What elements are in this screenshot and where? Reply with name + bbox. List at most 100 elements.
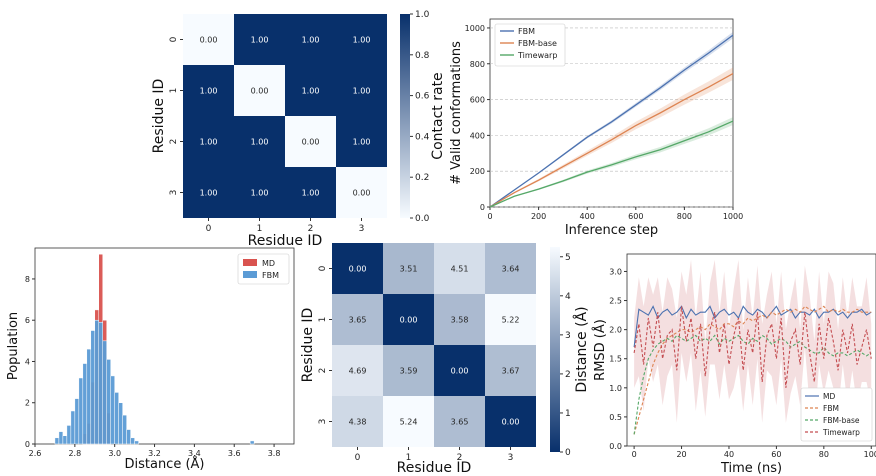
cell-value-label: 1.00	[251, 189, 269, 198]
x-tick-label: 1	[257, 224, 263, 234]
heatmap-cell	[234, 167, 285, 218]
histogram-bar	[118, 402, 123, 445]
legend-label: Timewarp	[822, 428, 860, 437]
colorbar	[550, 247, 560, 452]
x-axis-label: Inference step	[565, 223, 658, 238]
heatmap-cell	[332, 345, 383, 396]
histogram-bar	[249, 440, 255, 445]
cell-value-label: 4.51	[451, 265, 469, 274]
heatmap-cell	[434, 243, 485, 294]
heatmap-cell	[434, 294, 485, 345]
histogram-bar	[102, 340, 107, 445]
colorbar-tick-label: 2	[565, 370, 571, 380]
y-axis-label: Residue ID	[151, 79, 167, 154]
y-tick-label: 0	[25, 440, 30, 449]
x-tick-label: 2.8	[68, 449, 81, 458]
cell-value-label: 1.00	[353, 87, 371, 96]
legend-label: FBM	[823, 404, 839, 413]
cell-value-label: 1.00	[251, 36, 269, 45]
cell-value-label: 1.00	[251, 138, 269, 147]
x-tick-label: 800	[677, 212, 692, 221]
cell-value-label: 1.00	[353, 36, 371, 45]
histogram-bar	[126, 429, 131, 445]
cell-value-label: 1.00	[302, 36, 320, 45]
x-axis-label: Distance (Å)	[124, 456, 204, 472]
histogram-bar	[90, 330, 96, 445]
heatmap-cell	[285, 116, 336, 167]
x-tick-label: 100	[864, 450, 876, 459]
histogram-bar	[74, 398, 80, 445]
histogram-bar	[70, 410, 76, 445]
colorbar-tick-label: 3	[565, 331, 571, 341]
x-tick-label: 3.8	[268, 449, 281, 458]
heatmap-cell	[485, 396, 536, 447]
cell-value-label: 0.00	[200, 36, 218, 45]
colorbar-tick-label: 0.2	[415, 173, 429, 183]
legend-swatch	[243, 271, 257, 278]
colorbar-tick-label: 0.0	[415, 214, 430, 224]
y-tick-label: 1	[169, 88, 179, 94]
cell-value-label: 3.64	[502, 265, 520, 274]
cell-value-label: 3.58	[451, 316, 469, 325]
heatmap-cell	[285, 65, 336, 116]
heatmap-cell	[434, 345, 485, 396]
x-tick-label: 3.4	[188, 449, 201, 458]
x-tick-label: 0	[206, 224, 212, 234]
colorbar-label: Distance (Å)	[573, 306, 590, 392]
x-tick-label: 0	[355, 453, 361, 463]
cell-value-label: 3.65	[451, 418, 469, 427]
colorbar-tick-label: 4	[565, 292, 571, 302]
y-axis-label: Population	[6, 312, 21, 380]
heatmap-cell	[332, 294, 383, 345]
x-tick-label: 0	[487, 212, 492, 221]
heatmap-cell	[285, 167, 336, 218]
colorbar-tick-label: 1	[565, 409, 571, 419]
cell-value-label: 4.38	[349, 418, 367, 427]
x-tick-label: 200	[531, 212, 546, 221]
legend-label: MD	[823, 392, 835, 401]
series-line	[489, 73, 734, 208]
cell-value-label: 3.59	[400, 367, 418, 376]
cell-value-label: 0.00	[302, 138, 320, 147]
colorbar	[400, 14, 410, 218]
legend-label: FBM-base	[823, 416, 860, 425]
histogram-bar	[58, 431, 64, 445]
series-confidence-band	[634, 259, 872, 429]
cell-value-label: 1.00	[353, 138, 371, 147]
colorbar-tick-label: 1.0	[415, 10, 430, 20]
y-tick-label: 2.0	[609, 326, 622, 335]
histogram-bar	[94, 319, 100, 445]
histogram-bar	[110, 375, 115, 445]
x-tick-label: 3	[359, 224, 365, 234]
y-tick-label: 600	[470, 96, 485, 105]
y-tick-label: 1.5	[609, 355, 622, 364]
histogram-bar	[106, 359, 111, 445]
cell-value-label: 0.00	[451, 367, 469, 376]
histogram-bar	[98, 322, 103, 445]
y-tick-label: 800	[470, 60, 485, 69]
histogram-bar	[130, 437, 135, 445]
cell-value-label: 5.24	[400, 418, 418, 427]
x-tick-label: 2	[308, 224, 314, 234]
legend-box	[800, 387, 873, 442]
x-tick-label: 0	[632, 450, 637, 459]
y-tick-label: 3.0	[609, 267, 622, 276]
valid-conformations-line-panel: 0 200 400 600 800 1000 0 200 400 600 800 1000 FBM FBM…	[449, 18, 743, 238]
y-tick-label: 0.5	[609, 413, 622, 422]
x-tick-label: 400	[580, 212, 595, 221]
heatmap-cell	[234, 116, 285, 167]
heatmap-cell	[234, 65, 285, 116]
y-axis-label: RMSD (Å)	[592, 319, 608, 381]
x-tick-label: 3	[508, 453, 514, 463]
heatmap-cell	[383, 294, 434, 345]
series-line	[633, 334, 872, 435]
heatmap-cell	[183, 65, 234, 116]
heatmap-cell	[336, 14, 387, 65]
y-tick-label: 0	[318, 265, 328, 271]
y-tick-label: 0	[480, 203, 485, 212]
cell-value-label: 0.00	[502, 418, 520, 427]
y-tick-label: 2	[169, 139, 179, 145]
histogram-bar	[54, 437, 60, 445]
x-tick-label: 600	[628, 212, 643, 221]
colorbar-label: Contact rate	[430, 72, 446, 159]
